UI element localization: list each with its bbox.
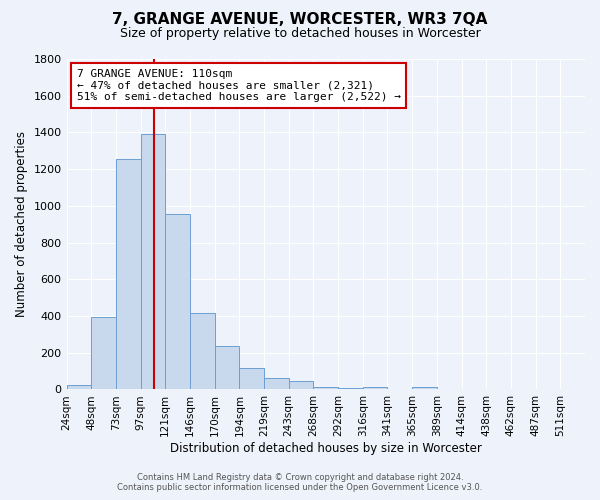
- Y-axis label: Number of detached properties: Number of detached properties: [15, 131, 28, 317]
- Bar: [215, 346, 239, 390]
- Bar: [264, 378, 289, 390]
- Bar: [313, 386, 338, 390]
- Bar: [190, 314, 215, 390]
- Bar: [140, 134, 165, 390]
- Bar: [91, 317, 116, 390]
- Bar: [363, 387, 388, 390]
- Bar: [412, 387, 437, 390]
- Text: Contains HM Land Registry data © Crown copyright and database right 2024.
Contai: Contains HM Land Registry data © Crown c…: [118, 473, 482, 492]
- Bar: [289, 381, 313, 390]
- X-axis label: Distribution of detached houses by size in Worcester: Distribution of detached houses by size …: [170, 442, 482, 455]
- Bar: [165, 214, 190, 390]
- Text: 7, GRANGE AVENUE, WORCESTER, WR3 7QA: 7, GRANGE AVENUE, WORCESTER, WR3 7QA: [112, 12, 488, 28]
- Text: 7 GRANGE AVENUE: 110sqm
← 47% of detached houses are smaller (2,321)
51% of semi: 7 GRANGE AVENUE: 110sqm ← 47% of detache…: [77, 69, 401, 102]
- Bar: [239, 368, 264, 390]
- Text: Size of property relative to detached houses in Worcester: Size of property relative to detached ho…: [119, 28, 481, 40]
- Bar: [67, 385, 91, 390]
- Bar: [338, 388, 363, 390]
- Bar: [116, 159, 140, 390]
